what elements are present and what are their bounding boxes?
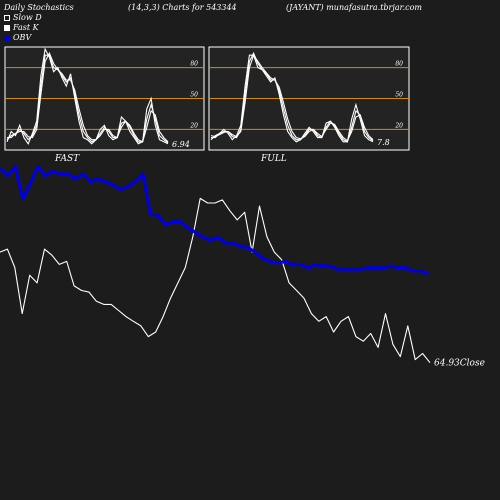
legend-label-obv: OBV: [13, 33, 32, 42]
tick-label-20-full: 20: [394, 122, 403, 129]
legend-swatch-obv: [4, 34, 10, 41]
legend-swatch-fast-k: [4, 24, 10, 31]
legend-swatch-slow-d: [4, 14, 10, 21]
legend-label-slow-d: Slow D: [13, 13, 42, 22]
last-value-full: 7.8: [377, 138, 390, 147]
close-price-line: [0, 197, 431, 364]
last-value-fast: 6.94: [172, 140, 190, 149]
tick-label-50-fast: 50: [190, 92, 198, 99]
stoch-line-full-0: [210, 54, 374, 143]
obv-line: [0, 164, 429, 276]
legend-label-fast-k: Fast K: [13, 23, 39, 32]
tick-label-80-full: 80: [395, 61, 403, 68]
tick-label-50-full: 50: [395, 92, 403, 99]
stoch-line-full-2: [210, 53, 374, 142]
panel-title-full: FULL: [260, 154, 287, 164]
legend-fast-k: Fast K: [4, 23, 39, 32]
legend-obv: OBV: [4, 33, 31, 42]
stoch-line-fast-2: [7, 51, 169, 143]
legend-slow-d: Slow D: [4, 13, 42, 22]
chart-type-label: Daily Stochastics: [4, 3, 74, 12]
chart-symbol-label: (JAYANT) munafasutra.tbrjar.com: [286, 3, 422, 12]
stoch-line-fast-1: [6, 54, 169, 144]
stoch-line-fast-0: [6, 47, 169, 145]
close-value-label: 64.93Close: [434, 359, 485, 369]
tick-label-80-fast: 80: [190, 61, 198, 68]
chart-params-label: (14,3,3) Charts for 543344: [128, 3, 237, 12]
panel-title-fast: FAST: [54, 154, 80, 164]
tick-label-20-fast: 20: [189, 122, 198, 129]
